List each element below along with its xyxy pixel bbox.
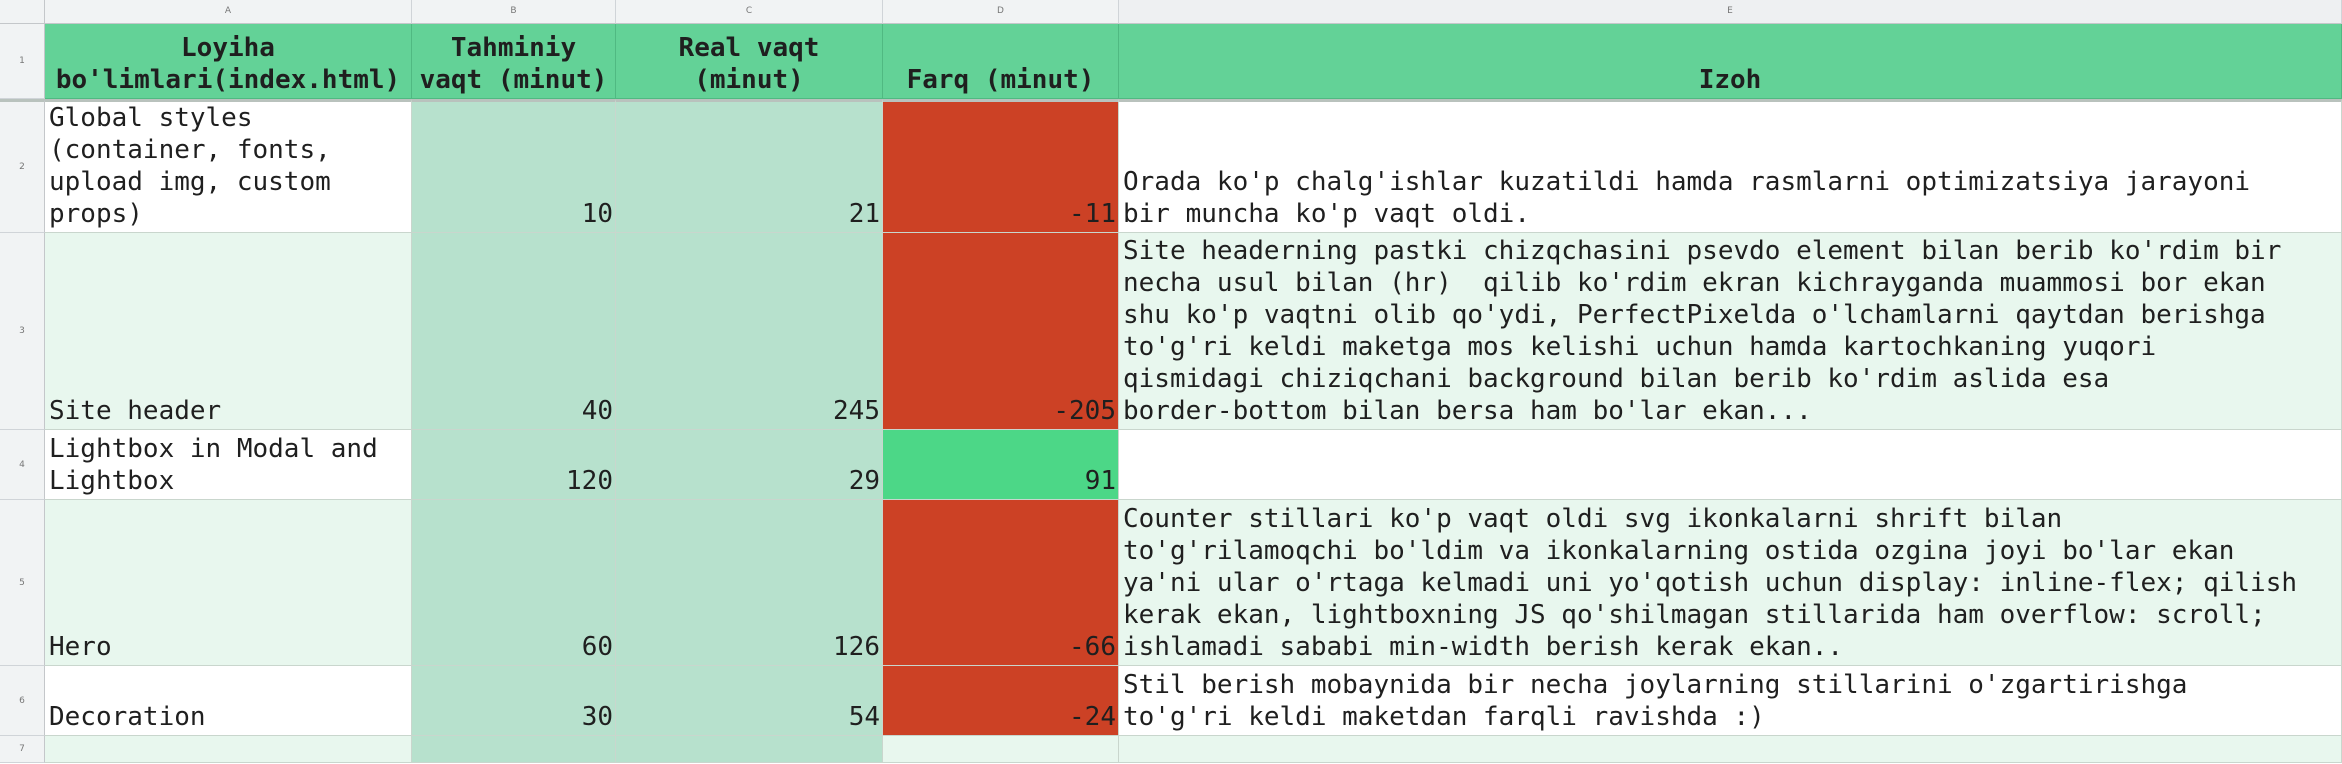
row-header-4[interactable]: 4 <box>0 430 45 500</box>
select-all-corner[interactable] <box>0 0 45 24</box>
column-header-b[interactable]: B <box>412 0 616 24</box>
empty-cell[interactable] <box>883 736 1119 763</box>
header-cell-section[interactable]: Loyiha bo'limlari(index.html) <box>45 24 412 99</box>
header-cell-note[interactable]: Izoh <box>1119 24 2342 99</box>
note-cell[interactable]: Counter stillari ko'p vaqt oldi svg ikon… <box>1119 500 2342 666</box>
note-cell[interactable] <box>1119 430 2342 500</box>
column-header-d[interactable]: D <box>883 0 1119 24</box>
section-cell[interactable]: Site header <box>45 233 412 430</box>
header-cell-actual[interactable]: Real vaqt (minut) <box>616 24 883 99</box>
section-cell[interactable]: Hero <box>45 500 412 666</box>
empty-cell[interactable] <box>412 736 616 763</box>
estimated-cell[interactable]: 30 <box>412 666 616 736</box>
estimated-cell[interactable]: 10 <box>412 99 616 233</box>
row-header-3[interactable]: 3 <box>0 233 45 430</box>
empty-cell[interactable] <box>1119 736 2342 763</box>
header-cell-estimated[interactable]: Tahminiy vaqt (minut) <box>412 24 616 99</box>
diff-cell[interactable]: -11 <box>883 99 1119 233</box>
row-header-7[interactable]: 7 <box>0 736 45 763</box>
header-cell-diff[interactable]: Farq (minut) <box>883 24 1119 99</box>
actual-cell[interactable]: 29 <box>616 430 883 500</box>
diff-cell[interactable]: -205 <box>883 233 1119 430</box>
empty-cell[interactable] <box>616 736 883 763</box>
row-header-6[interactable]: 6 <box>0 666 45 736</box>
column-header-c[interactable]: C <box>616 0 883 24</box>
column-header-a[interactable]: A <box>45 0 412 24</box>
column-header-e[interactable]: E <box>1119 0 2342 24</box>
note-cell[interactable]: Site headerning pastki chizqchasini psev… <box>1119 233 2342 430</box>
note-cell[interactable]: Orada ko'p chalg'ishlar kuzatildi hamda … <box>1119 99 2342 233</box>
actual-cell[interactable]: 54 <box>616 666 883 736</box>
row-header-5[interactable]: 5 <box>0 500 45 666</box>
diff-cell[interactable]: -24 <box>883 666 1119 736</box>
section-cell[interactable]: Global styles (container, fonts, upload … <box>45 99 412 233</box>
estimated-cell[interactable]: 60 <box>412 500 616 666</box>
note-cell[interactable]: Stil berish mobaynida bir necha joylarni… <box>1119 666 2342 736</box>
diff-cell[interactable]: -66 <box>883 500 1119 666</box>
section-cell[interactable]: Lightbox in Modal and Lightbox <box>45 430 412 500</box>
empty-cell[interactable] <box>45 736 412 763</box>
actual-cell[interactable]: 126 <box>616 500 883 666</box>
diff-cell[interactable]: 91 <box>883 430 1119 500</box>
section-cell[interactable]: Decoration <box>45 666 412 736</box>
actual-cell[interactable]: 21 <box>616 99 883 233</box>
estimated-cell[interactable]: 120 <box>412 430 616 500</box>
actual-cell[interactable]: 245 <box>616 233 883 430</box>
estimated-cell[interactable]: 40 <box>412 233 616 430</box>
row-header-1[interactable]: 1 <box>0 24 45 99</box>
row-header-2[interactable]: 2 <box>0 99 45 233</box>
